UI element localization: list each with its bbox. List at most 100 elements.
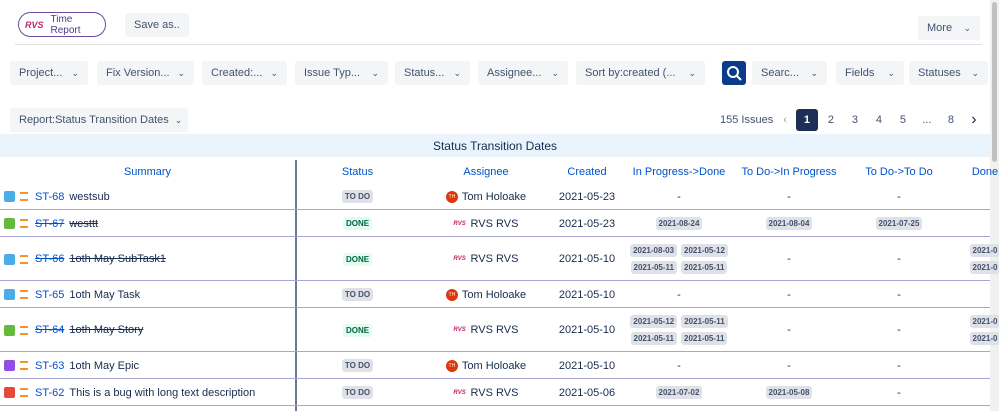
chevron: ⌄ — [551, 67, 559, 78]
date-lozenge: 2021-05-11 — [630, 261, 677, 274]
issue-key[interactable]: ST-68 — [35, 190, 65, 203]
status-lozenge: TO DO — [341, 386, 374, 399]
issue-key[interactable]: ST-62 — [35, 386, 65, 399]
page-link[interactable]: 4 — [875, 114, 882, 126]
summary-cell: ST-65 1oth May Task — [4, 281, 294, 308]
column-header: Status — [341, 165, 374, 178]
transition-cell: - — [897, 359, 901, 372]
filter-button[interactable]: Fields ⌄ — [836, 61, 904, 85]
summary-cell: ST-64 1oth May Story — [4, 308, 294, 352]
filter-button[interactable]: Sort by:created (... ⌄ — [576, 61, 705, 85]
issue-type-icon — [4, 360, 15, 371]
column-header: In Progress->Done — [632, 165, 726, 178]
status-lozenge: DONE — [342, 217, 373, 230]
status-lozenge: DONE — [342, 323, 373, 337]
pagination: 155 Issues ‹ 1 2 3 4 5... 8 › — [720, 109, 985, 131]
date-lozenge: 2021-08-03 — [630, 244, 677, 257]
chevron: ⌄ — [971, 67, 979, 78]
next-page[interactable]: › — [971, 111, 977, 128]
created-cell: 2021-05-10 — [558, 253, 616, 265]
issue-summary: westsub — [69, 190, 110, 203]
avatar: RVS — [453, 327, 466, 333]
issue-key[interactable]: ST-64 — [35, 324, 65, 336]
issue-type-icon — [4, 289, 15, 300]
avatar: RVS — [453, 256, 466, 262]
transition-cell: 2021-08-03 2021-05-12 2021-05-11 2021-05-11 — [624, 237, 734, 281]
search-icon-button[interactable] — [722, 61, 746, 85]
issue-key[interactable]: ST-63 — [35, 359, 65, 372]
priority-icon — [20, 325, 28, 335]
assignee-cell: RVS RVS RVS — [420, 237, 552, 281]
issue-summary: This is a bug with long text description — [69, 386, 256, 399]
status-lozenge: TO DO — [341, 288, 374, 301]
status-cell: DONE — [310, 308, 405, 352]
table-row: ST-68 westsub TO DO TH Tom Holoake 2021-05-23… — [0, 183, 990, 210]
filter-label: Project... — [19, 67, 63, 79]
filter-button[interactable]: Issue Typ... ⌄ — [295, 61, 388, 85]
save-label: Save as.. — [134, 19, 180, 31]
table-row: ST-62 This is a bug with long text descri… — [0, 379, 990, 406]
created-cell: 2021-05-23 — [558, 190, 616, 203]
assignee-name: RVS RVS — [470, 217, 519, 230]
transition-cell: 2021-05-08 — [734, 379, 844, 406]
assignee-name: RVS RVS — [470, 324, 519, 336]
priority-icon — [20, 192, 28, 201]
transition-cell: - — [897, 288, 901, 301]
filter-button[interactable]: Assignee... ⌄ — [478, 61, 568, 85]
priority-icon — [20, 361, 28, 370]
time-report-button[interactable]: RVS Time Report — [18, 12, 106, 37]
transition-cell: - — [677, 359, 681, 372]
date-lozenge: 2021-05-11 — [630, 332, 677, 345]
report-label: Report:Status Transition Dates — [19, 114, 169, 126]
search-icon — [727, 66, 742, 81]
date-lozenge: 2021-05-11 — [681, 261, 728, 274]
page-link[interactable]: 3 — [851, 114, 858, 126]
date-lozenge: 2021-05-12 — [630, 315, 678, 328]
assignee-cell: TH Tom Holoake — [420, 183, 552, 210]
filter-button[interactable]: Created:... ⌄ — [202, 61, 287, 85]
transition-cell: - — [787, 253, 791, 265]
issue-key[interactable]: ST-65 — [35, 288, 65, 301]
page-link[interactable]: 8 — [947, 114, 954, 126]
issue-summary: 1oth May SubTask1 — [69, 253, 166, 265]
page-link[interactable]: ... — [922, 114, 932, 126]
transition-cell: - — [787, 324, 791, 336]
filter-label: Issue Typ... — [304, 67, 361, 79]
column-header: Created — [567, 165, 607, 178]
report-select[interactable]: Report:Status Transition Dates ⌄ — [10, 108, 188, 132]
summary-cell: ST-67 westtt — [4, 210, 294, 237]
filter-label: Sort by:created (... — [585, 67, 676, 79]
page-link[interactable]: 5 — [899, 114, 906, 126]
page-link[interactable]: 1 — [795, 109, 818, 131]
chevron: ⌄ — [177, 67, 185, 78]
save-button[interactable]: Save as.. — [125, 13, 189, 37]
issue-key[interactable]: ST-67 — [35, 217, 65, 230]
status-lozenge: TO DO — [341, 359, 374, 372]
status-lozenge: TO DO — [341, 190, 374, 203]
assignee-name: Tom Holoake — [461, 288, 527, 301]
filter-button[interactable]: Searc... ⌄ — [752, 61, 827, 85]
prev-page[interactable]: ‹ — [783, 114, 787, 126]
issue-type-icon — [4, 387, 15, 398]
assignee-cell: RVS RVS RVS — [420, 379, 552, 406]
column-divider — [295, 160, 297, 411]
more-label: More — [927, 22, 953, 34]
issue-key[interactable]: ST-66 — [35, 253, 65, 265]
date-lozenge: 2021-07-02 — [655, 386, 703, 399]
page-link[interactable]: 2 — [827, 114, 834, 126]
summary-cell: ST-63 1oth May Epic — [4, 352, 294, 379]
table-row: ST-66 1oth May SubTask1 DONE RVS RVS RVS 2021… — [0, 237, 999, 281]
filter-button[interactable]: Status... ⌄ — [395, 61, 470, 85]
chevron: ⌄ — [887, 67, 895, 78]
filter-button[interactable]: Fix Version... ⌄ — [97, 61, 194, 85]
more-button[interactable]: More ⌄ — [918, 16, 980, 40]
filter-button[interactable]: Statuses ⌄ — [909, 61, 988, 85]
created-cell: 2021-05-10 — [558, 359, 616, 372]
filter-label: Status... — [404, 67, 445, 79]
assignee-name: Tom Holoake — [461, 190, 527, 203]
issue-type-icon — [4, 324, 15, 336]
filter-button[interactable]: Project... ⌄ — [10, 61, 88, 85]
assignee-name: RVS RVS — [470, 386, 519, 399]
chevron: ⌄ — [810, 67, 818, 78]
column-header: Assignee — [463, 165, 509, 178]
